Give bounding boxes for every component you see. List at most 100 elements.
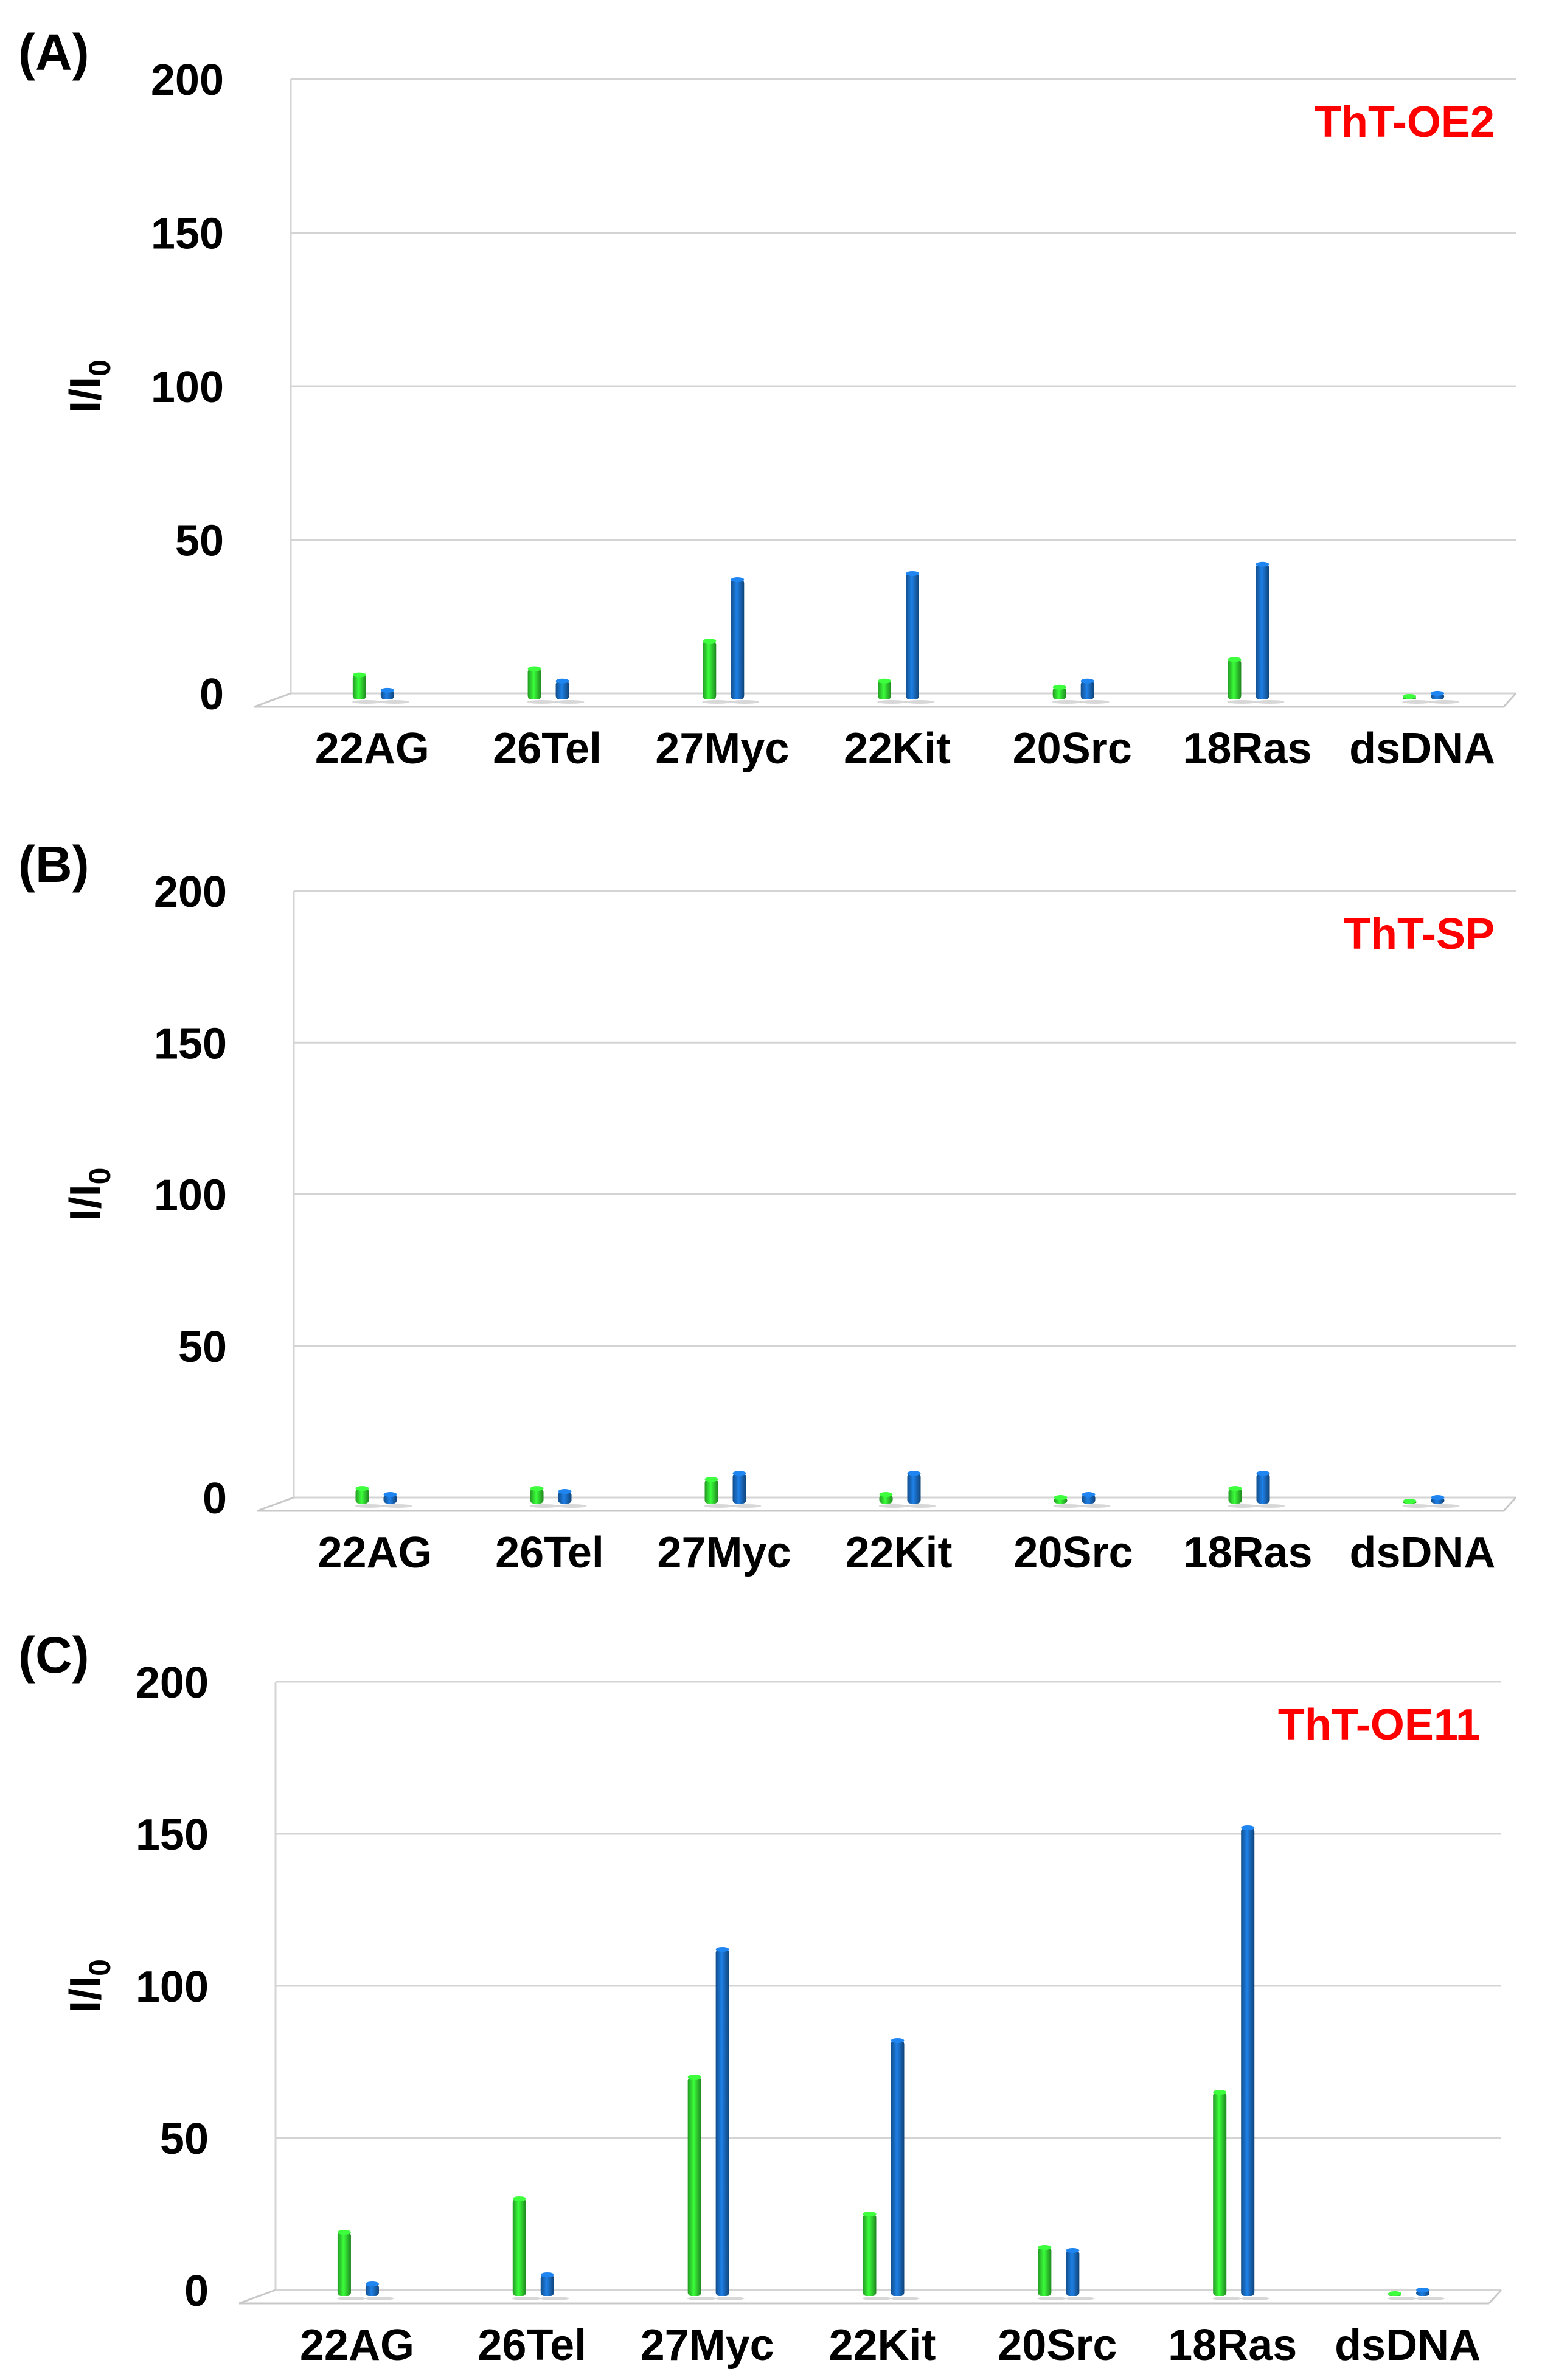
x-tick-label: 22AG	[318, 1528, 432, 1577]
y-tick-label: 200	[154, 868, 227, 917]
y-tick-label: 200	[151, 56, 224, 105]
y-tick-label: 150	[151, 210, 224, 258]
x-tick-label: 26Tel	[495, 1528, 604, 1577]
bar-cap-green-18Ras	[1228, 1486, 1242, 1491]
bar-shadow	[1402, 1504, 1432, 1508]
bar-shadow	[1388, 2297, 1417, 2300]
y-tick-label: 100	[151, 363, 224, 412]
floor-edge-left	[257, 1496, 294, 1512]
x-tick-label: dsDNA	[1335, 2321, 1481, 2370]
y-tick-label: 50	[175, 517, 224, 566]
bar-shadow	[715, 2297, 745, 2300]
bar-cap-green-27Myc	[703, 639, 717, 644]
y-axis-label-main: I/I	[61, 1976, 110, 2013]
y-axis-label: I/I0	[61, 1168, 117, 1221]
bar-cap-blue-18Ras	[1256, 1471, 1270, 1476]
chart-title: ThT-OE11	[1278, 1701, 1480, 1749]
floor-edge-left	[238, 2289, 276, 2305]
chart-title: ThT-SP	[1344, 910, 1495, 959]
y-tick-label: 0	[184, 2267, 209, 2316]
bar-shadow	[540, 2297, 569, 2300]
bar-cap-blue-27Myc	[732, 1471, 746, 1476]
bar-blue-20Src	[1066, 2250, 1080, 2296]
bar-cap-blue-20Src	[1066, 2248, 1080, 2253]
bar-shadow	[1212, 2297, 1242, 2300]
bar-cap-blue-dsDNA	[1431, 1495, 1445, 1501]
bar-blue-18Ras	[1256, 1473, 1270, 1504]
bar-cap-blue-22Kit	[907, 1471, 921, 1476]
y-axis-label-subscript: 0	[83, 359, 117, 376]
bar-cap-green-22Kit	[879, 1492, 893, 1497]
bar-blue-22Kit	[891, 2041, 905, 2296]
y-tick-label: 0	[200, 670, 224, 719]
bar-shadow	[364, 2297, 394, 2300]
bar-shadow	[1255, 700, 1285, 704]
bar-blue-26Tel	[540, 2275, 554, 2296]
y-tick-label: 100	[136, 1963, 209, 2011]
bar-cap-blue-26Tel	[555, 678, 569, 684]
bar-cap-green-26Tel	[530, 1486, 544, 1491]
floor-edge-right	[1488, 2289, 1502, 2305]
bar-cap-green-18Ras	[1213, 2090, 1227, 2095]
bar-cap-green-27Myc	[704, 1477, 718, 1482]
bar-shadow	[1065, 2297, 1095, 2300]
bar-shadow	[1080, 700, 1110, 704]
bar-green-18Ras	[1213, 2092, 1227, 2296]
x-tick-label: dsDNA	[1349, 724, 1495, 773]
x-tick-label: 18Ras	[1168, 2321, 1297, 2370]
y-tick-label: 0	[203, 1474, 227, 1523]
x-tick-label: 18Ras	[1183, 1528, 1312, 1577]
panel-label: (A)	[18, 24, 89, 81]
bar-cap-green-27Myc	[687, 2075, 701, 2080]
bar-shadow	[1430, 700, 1460, 704]
bar-blue-20Src	[1082, 1494, 1096, 1504]
bar-cap-blue-dsDNA	[1416, 2288, 1430, 2292]
bar-shadow	[380, 700, 409, 704]
bar-cap-blue-dsDNA	[1431, 690, 1445, 696]
bar-green-27Myc	[703, 641, 717, 699]
bar-blue-27Myc	[732, 1473, 746, 1504]
x-tick-label: 20Src	[1013, 724, 1132, 773]
bar-shadow	[730, 700, 760, 704]
bar-green-20Src	[1038, 2247, 1052, 2296]
bar-shadow	[905, 700, 934, 704]
panel-label: (C)	[18, 1626, 89, 1684]
y-tick-label: 50	[160, 2115, 209, 2163]
bar-cap-green-26Tel	[512, 2196, 526, 2201]
bar-shadow	[529, 1504, 559, 1508]
bar-blue-20Src	[1080, 681, 1094, 699]
bar-cap-green-22AG	[337, 2230, 351, 2235]
bar-shadow	[1081, 1504, 1111, 1508]
bar-green-26Tel	[530, 1488, 544, 1504]
y-axis-label: I/I0	[61, 1959, 117, 2013]
bar-cap-blue-22AG	[365, 2281, 379, 2286]
x-tick-label: dsDNA	[1349, 1528, 1495, 1577]
bar-cap-green-20Src	[1054, 1495, 1068, 1501]
y-axis-label-main: I/I	[61, 1184, 110, 1221]
x-tick-label: 27Myc	[657, 1528, 791, 1577]
bar-shadow	[704, 1504, 734, 1508]
bar-shadow	[1227, 700, 1257, 704]
bar-cap-green-22AG	[355, 1486, 369, 1491]
bar-cap-blue-22Kit	[891, 2038, 905, 2043]
y-tick-label: 100	[154, 1171, 227, 1220]
bar-cap-blue-22AG	[380, 687, 394, 693]
bar-cap-green-dsDNA	[1403, 693, 1417, 699]
bar-cap-blue-26Tel	[540, 2272, 554, 2277]
bar-shadow	[1037, 2297, 1067, 2300]
bar-green-20Src	[1052, 687, 1066, 699]
bar-shadow	[732, 1504, 762, 1508]
bar-shadow	[1256, 1504, 1285, 1508]
y-tick-label: 50	[178, 1323, 227, 1372]
x-tick-label: 22Kit	[844, 724, 951, 773]
x-tick-label: 27Myc	[655, 724, 789, 773]
bar-shadow	[702, 700, 732, 704]
x-tick-label: 27Myc	[641, 2321, 774, 2370]
bar-cap-green-22Kit	[863, 2212, 877, 2216]
bar-cap-green-22Kit	[878, 678, 891, 684]
bar-shadow	[862, 2297, 892, 2300]
x-tick-label: 20Src	[1013, 1528, 1133, 1577]
y-axis-label-subscript: 0	[83, 1168, 117, 1185]
bar-cap-green-dsDNA	[1403, 1499, 1417, 1504]
